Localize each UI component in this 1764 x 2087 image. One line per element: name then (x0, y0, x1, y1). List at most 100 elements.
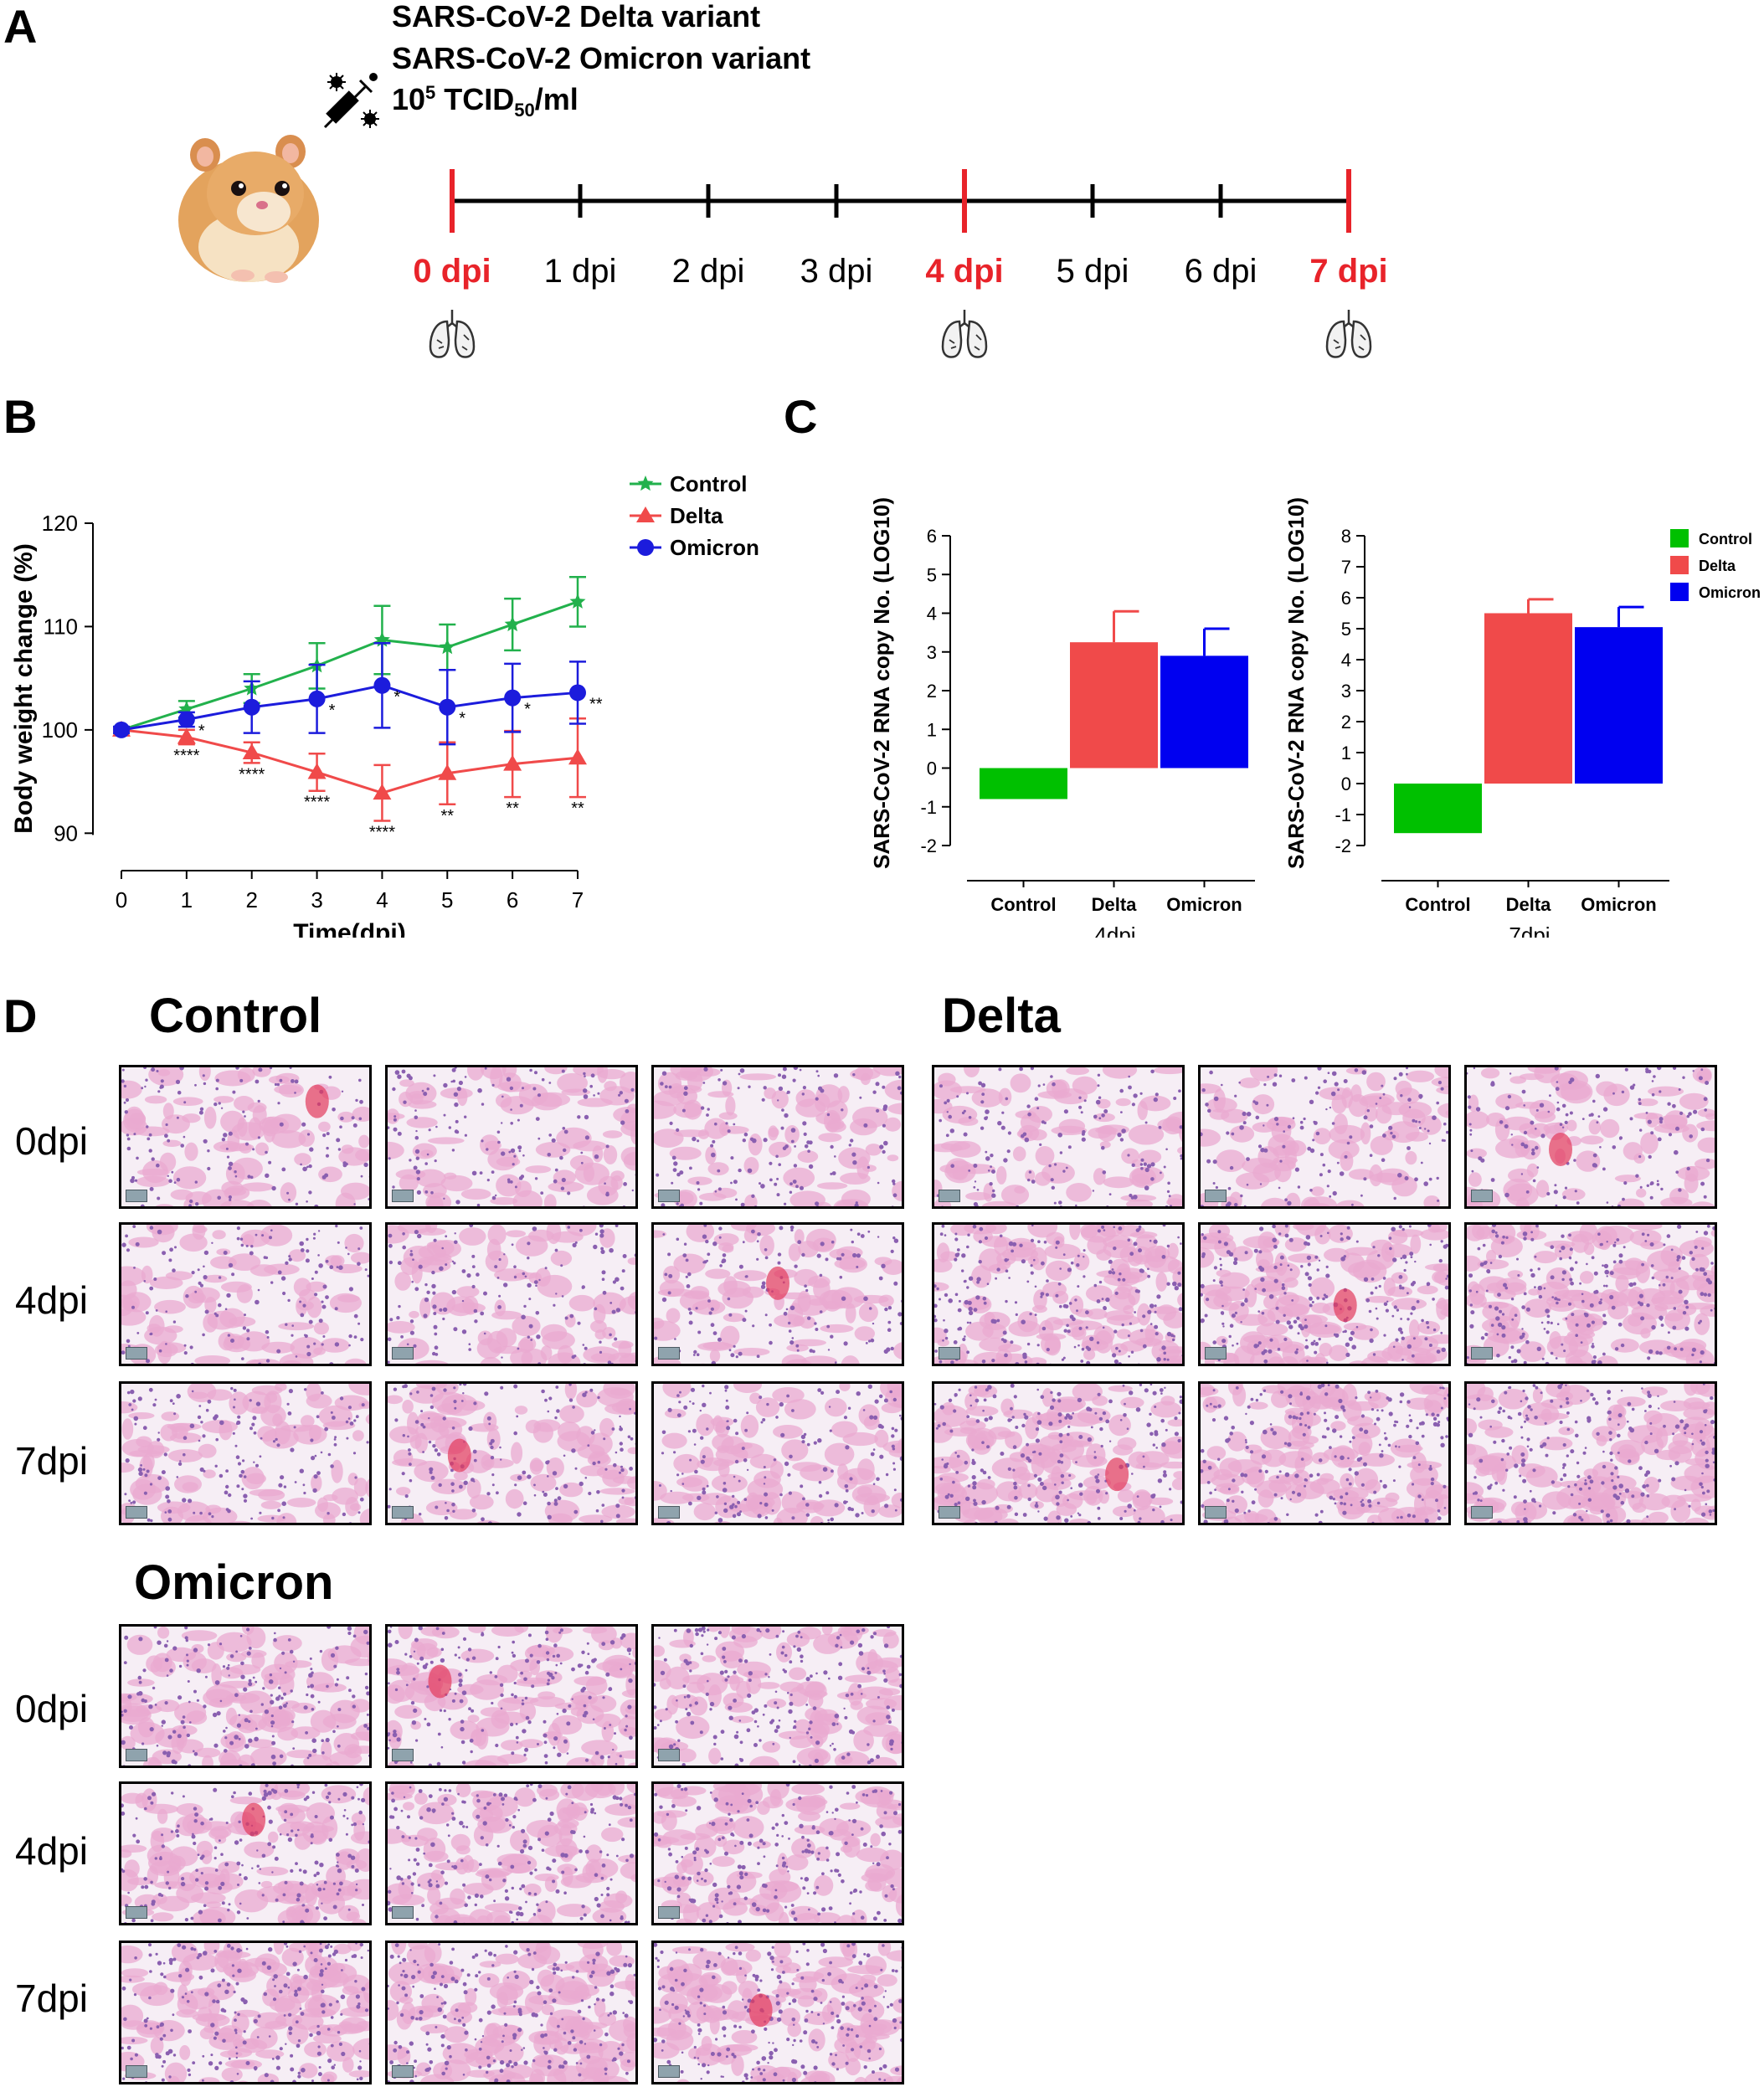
tissue-nucleus (401, 1472, 405, 1476)
tissue-nucleus (191, 1271, 195, 1275)
tissue-nucleus (883, 1349, 888, 1354)
tissue-nucleus (471, 1254, 476, 1258)
tissue-nucleus (431, 1283, 436, 1289)
tissue-nucleus (309, 1147, 314, 1152)
tissue-nucleus (1284, 1472, 1290, 1478)
tissue-nucleus (1561, 1270, 1566, 1275)
tissue-nucleus (1401, 1359, 1404, 1361)
tissue-nucleus (1059, 1304, 1062, 1308)
tissue-nucleus (1081, 1137, 1086, 1142)
tissue-nucleus (834, 1503, 839, 1508)
tissue-nucleus (968, 1116, 972, 1119)
tissue-nucleus (173, 1181, 177, 1184)
tissue-nucleus (1138, 1225, 1142, 1229)
tissue-nucleus (484, 1391, 489, 1396)
tissue-stroma (155, 1204, 174, 1206)
tissue-nucleus (468, 1343, 471, 1345)
tissue-nucleus (856, 1266, 859, 1268)
tissue-stroma (788, 1243, 801, 1262)
tissue-nucleus (1322, 1163, 1326, 1167)
tissue-nucleus (1257, 1144, 1263, 1149)
tissue-stroma (1696, 1282, 1715, 1303)
tissue-stroma (705, 1268, 731, 1279)
tissue-nucleus (953, 1409, 957, 1413)
tissue-nucleus (1229, 1165, 1234, 1170)
tissue-nucleus (1267, 1075, 1270, 1078)
tissue-stroma (801, 1355, 837, 1364)
tissue-stroma (440, 1175, 473, 1192)
tissue-nucleus (786, 1394, 789, 1398)
tissue-nucleus (157, 1229, 162, 1235)
tissue-stroma (1087, 1236, 1108, 1255)
tissue-nucleus (571, 1448, 576, 1453)
tissue-nucleus (1152, 1508, 1155, 1512)
tissue-stroma (794, 1229, 805, 1245)
tissue-nucleus (567, 1226, 571, 1229)
tissue-nucleus (1259, 1183, 1263, 1185)
tissue-nucleus (800, 1185, 804, 1190)
tissue-nucleus (779, 1493, 783, 1497)
tissue-stroma (392, 1458, 428, 1467)
tissue-nucleus (432, 1291, 436, 1295)
tissue-stroma (1139, 1095, 1171, 1112)
tissue-nucleus (1058, 1419, 1062, 1423)
tissue-nucleus (1057, 1399, 1062, 1403)
tissue-nucleus (1703, 1195, 1707, 1199)
tissue-stroma (1215, 1483, 1240, 1493)
tissue-nucleus (1068, 1473, 1072, 1478)
lung-texture (949, 334, 982, 351)
tissue-nucleus (281, 1501, 286, 1506)
tissue-nucleus (318, 1263, 323, 1268)
tissue-nucleus (1273, 1073, 1278, 1077)
tissue-stroma (964, 1392, 978, 1411)
tissue-nucleus (884, 1504, 889, 1509)
tissue-nucleus (1124, 1402, 1126, 1406)
tissue-nucleus (144, 1473, 148, 1478)
tissue-nucleus (571, 1354, 575, 1360)
tissue-stroma (599, 1086, 635, 1106)
scale-bar (126, 1506, 147, 1519)
tissue-nucleus (1177, 1283, 1182, 1288)
tissue-nucleus (1597, 1232, 1601, 1236)
tissue-nucleus (1594, 1289, 1599, 1294)
tissue-nucleus (599, 1225, 604, 1228)
tissue-nucleus (1391, 1314, 1395, 1318)
tissue-nucleus (1014, 1495, 1018, 1500)
tissue-nucleus (1523, 1236, 1527, 1241)
tissue-nucleus (943, 1319, 945, 1322)
row-label-control-0dpi: 0dpi (15, 1119, 88, 1163)
tissue-nucleus (1471, 1169, 1474, 1173)
tissue-nucleus (1108, 1259, 1113, 1264)
tissue-nucleus (1273, 1244, 1278, 1249)
tissue-nucleus (1028, 1170, 1032, 1174)
tissue-stroma (949, 1449, 970, 1473)
tissue-stroma (1056, 1503, 1077, 1516)
tissue-nucleus (1002, 1330, 1007, 1335)
tissue-nucleus (1037, 1510, 1040, 1513)
tissue-nucleus (1673, 1067, 1677, 1070)
tissue-nucleus (813, 1441, 817, 1445)
tissue-nucleus (737, 1087, 740, 1090)
tissue-stroma (661, 1432, 687, 1449)
tissue-nucleus (499, 1446, 501, 1449)
tissue-nucleus (1131, 1163, 1135, 1167)
scale-bar (939, 1506, 960, 1519)
tissue-nucleus (814, 1322, 817, 1325)
tissue-nucleus (163, 1452, 167, 1457)
tissue-nucleus (1105, 1419, 1110, 1424)
tissue-nucleus (533, 1493, 537, 1497)
tissue-nucleus (809, 1349, 814, 1353)
tissue-stroma (260, 1225, 293, 1247)
tissue-stroma (797, 1150, 819, 1163)
tissue-nucleus (1268, 1294, 1274, 1299)
tissue-nucleus (468, 1426, 473, 1432)
tissue-nucleus (981, 1092, 985, 1096)
tissue-nucleus (1243, 1511, 1247, 1514)
tissue-nucleus (501, 1356, 503, 1359)
tissue-nucleus (195, 1202, 199, 1206)
tissue-nucleus (300, 1248, 305, 1252)
tissue-nucleus (359, 1226, 363, 1230)
tissue-stroma (1103, 1176, 1134, 1189)
tissue-nucleus (1563, 1349, 1566, 1353)
tissue-nucleus (1617, 1322, 1623, 1327)
